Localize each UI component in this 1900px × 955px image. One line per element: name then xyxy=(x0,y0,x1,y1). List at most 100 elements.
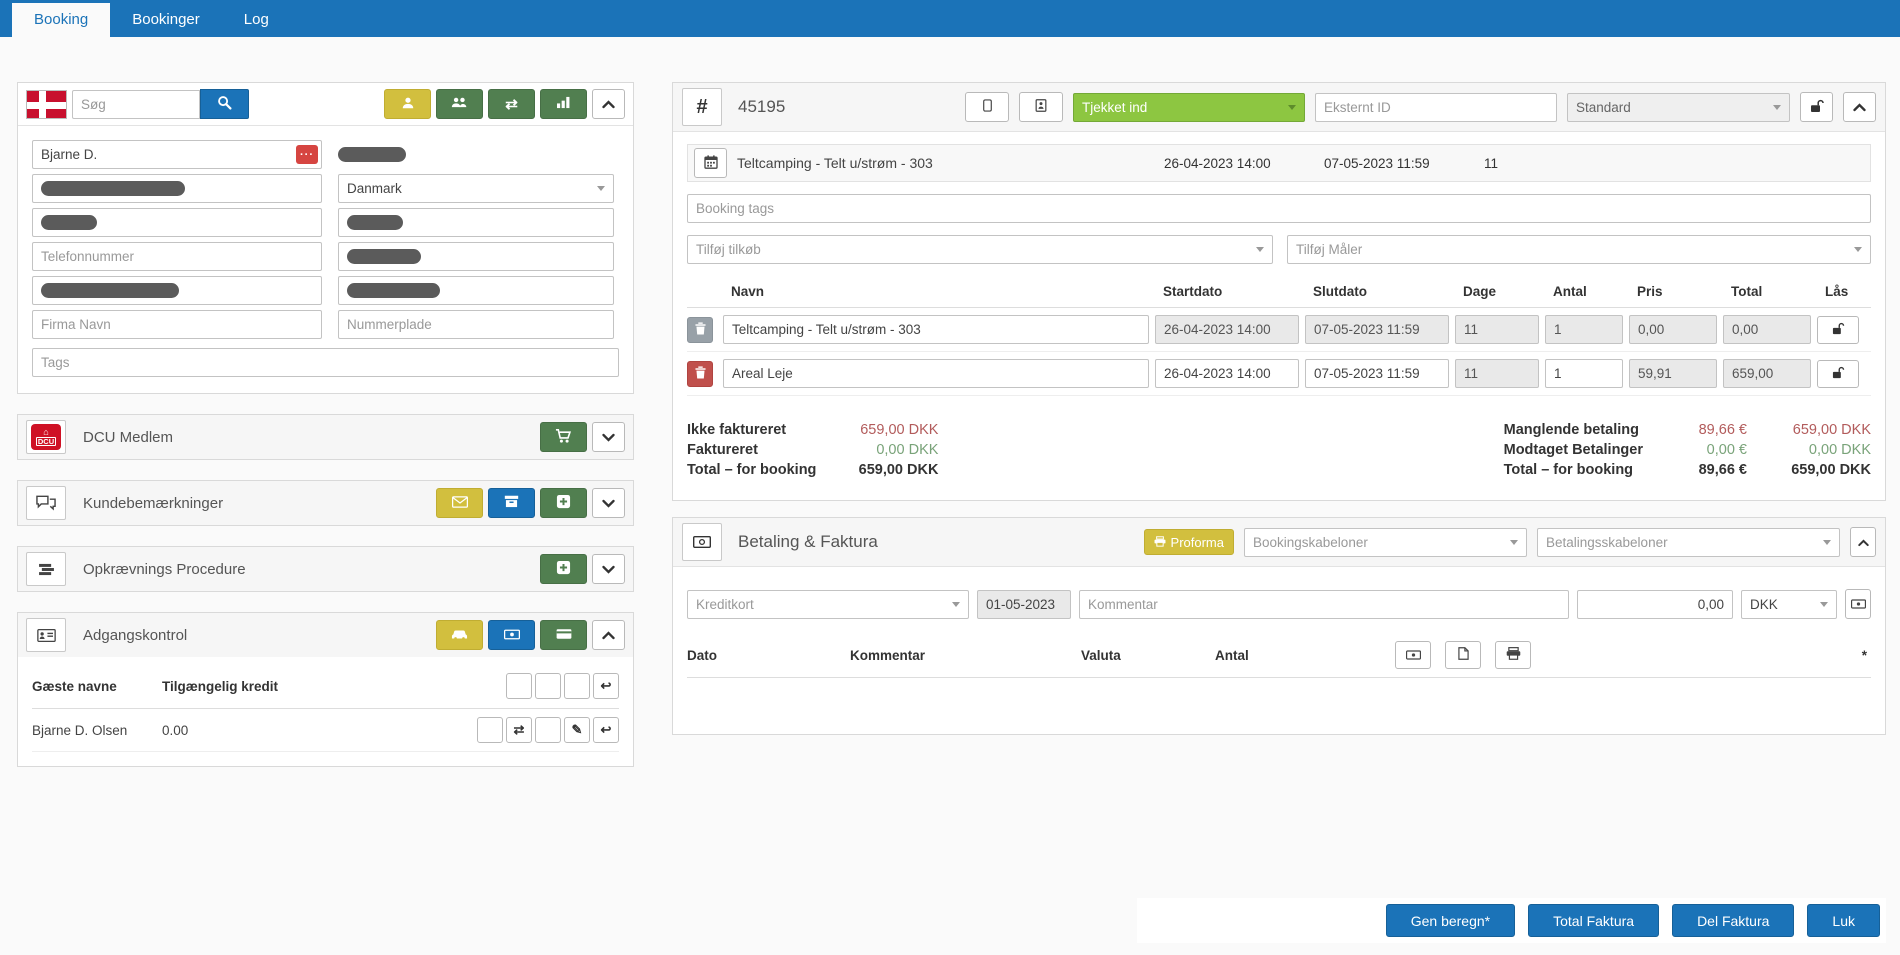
add-meter-select[interactable]: Tilføj Måler xyxy=(1287,235,1871,264)
add-note-button[interactable] xyxy=(540,488,587,518)
notes-expand-button[interactable] xyxy=(592,488,625,518)
device-button[interactable] xyxy=(965,92,1009,122)
country-select[interactable]: Danmark xyxy=(338,174,614,203)
add-dunning-button[interactable] xyxy=(540,554,587,584)
external-id-input[interactable] xyxy=(1315,92,1557,122)
total-invoice-button[interactable]: Total Faktura xyxy=(1528,904,1660,937)
exchange-button[interactable]: ⇄ xyxy=(506,717,532,743)
chevron-down-icon xyxy=(602,496,615,511)
redacted-input[interactable] xyxy=(338,208,614,237)
denmark-flag-icon[interactable] xyxy=(26,89,67,119)
partial-invoice-button[interactable]: Del Faktura xyxy=(1672,904,1795,937)
search-input[interactable] xyxy=(72,89,200,119)
contact-card-button[interactable] xyxy=(1019,92,1063,122)
lock-item-button[interactable] xyxy=(1817,359,1859,388)
customer-tags-input[interactable] xyxy=(32,348,619,377)
redacted-input[interactable] xyxy=(32,276,322,305)
phone-input[interactable] xyxy=(32,242,322,271)
redacted-input[interactable] xyxy=(32,208,322,237)
delete-item-button[interactable] xyxy=(687,360,713,387)
payment-templates-placeholder: Betalingsskabeloner xyxy=(1546,534,1668,550)
delete-item-button[interactable] xyxy=(687,316,713,343)
payments-print-button[interactable] xyxy=(1495,641,1531,669)
redacted-input[interactable] xyxy=(32,174,322,203)
close-button[interactable]: Luk xyxy=(1807,904,1880,937)
item-qty-input[interactable] xyxy=(1545,315,1623,344)
lock-item-button[interactable] xyxy=(1817,315,1859,344)
card-access-button[interactable] xyxy=(540,620,587,650)
item-total-input[interactable] xyxy=(1723,315,1811,344)
item-end-input[interactable] xyxy=(1305,359,1449,388)
company-name-input[interactable] xyxy=(32,310,322,339)
access-action-button[interactable] xyxy=(477,717,503,743)
proforma-button[interactable]: Proforma xyxy=(1143,529,1234,555)
send-note-button[interactable] xyxy=(436,488,483,518)
recalculate-button[interactable]: Gen beregn* xyxy=(1385,904,1516,937)
dcu-cart-button[interactable] xyxy=(540,422,587,452)
item-name-input[interactable] xyxy=(723,359,1149,388)
item-price-input[interactable] xyxy=(1629,359,1717,388)
customer-profile-button[interactable] xyxy=(384,89,431,119)
redacted-input[interactable] xyxy=(338,276,614,305)
country-value: Danmark xyxy=(347,181,402,196)
customer-name-field[interactable]: ··· xyxy=(32,140,322,169)
payment-amount-input[interactable] xyxy=(1577,589,1733,619)
access-collapse-button[interactable] xyxy=(592,620,625,650)
customer-name-input[interactable] xyxy=(32,140,322,169)
credit-access-button[interactable] xyxy=(488,620,535,650)
calendar-icon xyxy=(703,154,718,172)
lock-booking-button[interactable] xyxy=(1800,92,1833,122)
booking-column: # 45195 Tjekket ind Standard xyxy=(672,82,1886,735)
item-price-input[interactable] xyxy=(1629,315,1717,344)
statistics-button[interactable] xyxy=(540,89,587,119)
undo-button[interactable]: ↩ xyxy=(593,717,619,743)
archive-notes-button[interactable] xyxy=(488,488,535,518)
item-days-input[interactable] xyxy=(1455,315,1539,344)
edit-button[interactable]: ✎ xyxy=(564,717,590,743)
more-options-badge[interactable]: ··· xyxy=(296,145,318,164)
license-plate-input[interactable] xyxy=(338,310,614,339)
dunning-expand-button[interactable] xyxy=(592,554,625,584)
access-action-button[interactable] xyxy=(535,717,561,743)
guests-button[interactable] xyxy=(436,89,483,119)
payments-money-button[interactable] xyxy=(1395,641,1431,669)
undo-button[interactable]: ↩ xyxy=(593,673,619,699)
item-days-input[interactable] xyxy=(1455,359,1539,388)
payment-date-input[interactable] xyxy=(977,589,1071,619)
payment-collapse-button[interactable] xyxy=(1850,527,1876,557)
item-qty-input[interactable] xyxy=(1545,359,1623,388)
booking-collapse-button[interactable] xyxy=(1843,92,1876,122)
item-name-input[interactable] xyxy=(723,315,1149,344)
item-total-input[interactable] xyxy=(1723,359,1811,388)
add-addon-select[interactable]: Tilføj tilkøb xyxy=(687,235,1273,264)
currency-select[interactable]: DKK xyxy=(1741,589,1837,619)
access-action-button[interactable] xyxy=(506,673,532,699)
payment-templates-select[interactable]: Betalingsskabeloner xyxy=(1537,527,1840,557)
payment-method-select[interactable]: Kreditkort xyxy=(687,589,969,619)
template-select[interactable]: Standard xyxy=(1567,92,1790,122)
calendar-button[interactable] xyxy=(694,148,727,178)
customer-panel-collapse-button[interactable] xyxy=(592,89,625,119)
status-select[interactable]: Tjekket ind xyxy=(1073,92,1305,122)
search-button[interactable] xyxy=(200,89,249,119)
item-start-input[interactable] xyxy=(1155,315,1299,344)
exchange-button[interactable]: ⇄ xyxy=(488,89,535,119)
register-payment-button[interactable] xyxy=(1845,589,1871,619)
booking-templates-select[interactable]: Bookingskabeloner xyxy=(1244,527,1527,557)
payments-document-button[interactable] xyxy=(1445,641,1481,669)
tab-bookinger[interactable]: Bookinger xyxy=(132,11,200,28)
tab-log[interactable]: Log xyxy=(243,11,269,28)
access-action-button[interactable] xyxy=(564,673,590,699)
payment-comment-input[interactable] xyxy=(1079,589,1569,619)
access-action-button[interactable] xyxy=(535,673,561,699)
dcu-expand-button[interactable] xyxy=(592,422,625,452)
id-card-icon xyxy=(26,618,66,652)
tab-booking[interactable]: Booking xyxy=(12,3,111,37)
search-icon xyxy=(217,95,232,113)
redacted-input[interactable] xyxy=(338,242,614,271)
vehicle-access-button[interactable] xyxy=(436,620,483,650)
booking-tags-input[interactable] xyxy=(687,194,1871,223)
unlock-icon xyxy=(1832,322,1845,338)
item-start-input[interactable] xyxy=(1155,359,1299,388)
item-end-input[interactable] xyxy=(1305,315,1449,344)
